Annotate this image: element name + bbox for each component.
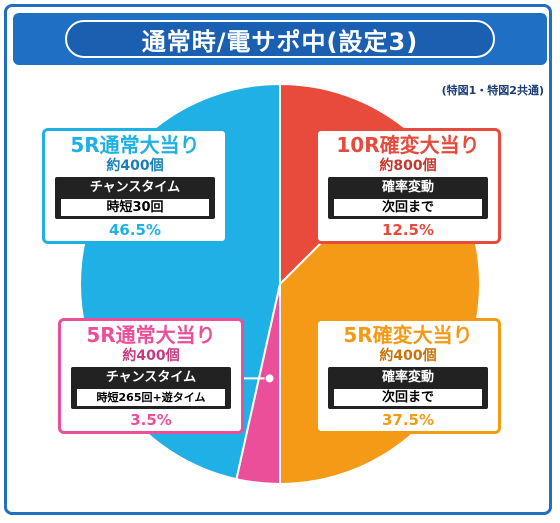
card-mode: チャンスタイム 時短30回 — [55, 177, 215, 219]
card-head: 5R通常大当り — [70, 133, 200, 157]
card-mode: チャンスタイム 時短265回+遊タイム — [71, 367, 231, 409]
card-5r-normal-30: 5R通常大当り 約400個 チャンスタイム 時短30回 46.5% — [42, 128, 228, 244]
card-sub: 約400個 — [106, 158, 164, 174]
card-mode-label: チャンスタイム — [89, 180, 181, 195]
card-mode-label: 確率変動 — [381, 370, 434, 385]
card-head: 10R確変大当り — [336, 133, 480, 157]
card-sub: 約400個 — [379, 348, 437, 364]
card-sub: 約400個 — [122, 348, 180, 364]
card-mode: 確率変動 次回まで — [328, 177, 488, 219]
card-percent: 12.5% — [381, 221, 435, 239]
title-bar: 通常時/電サポ中(設定3) — [13, 13, 547, 65]
card-5r-normal-265: 5R通常大当り 約400個 チャンスタイム 時短265回+遊タイム 3.5% — [58, 318, 244, 434]
card-mode-label: 確率変動 — [381, 180, 434, 195]
card-head: 5R通常大当り — [86, 323, 216, 347]
title-pill: 通常時/電サポ中(設定3) — [65, 20, 495, 58]
card-mode-label: チャンスタイム — [105, 370, 197, 385]
card-mode-detail: 時短30回 — [61, 199, 209, 216]
chart-title: 通常時/電サポ中(設定3) — [141, 27, 419, 56]
card-sub: 約800個 — [379, 158, 437, 174]
card-percent: 37.5% — [381, 411, 435, 429]
card-percent: 3.5% — [130, 411, 172, 429]
card-5r-kakuhen: 5R確変大当り 約400個 確率変動 次回まで 37.5% — [315, 318, 501, 434]
card-10r-kakuhen: 10R確変大当り 約800個 確率変動 次回まで 12.5% — [315, 128, 501, 244]
pink-slice-marker — [263, 372, 276, 385]
card-percent: 46.5% — [108, 221, 162, 239]
card-mode-detail: 次回まで — [334, 389, 482, 406]
card-mode-detail: 次回まで — [334, 199, 482, 216]
card-mode: 確率変動 次回まで — [328, 367, 488, 409]
chart-note: (特図1・特図2共通) — [441, 84, 544, 97]
card-head: 5R確変大当り — [343, 323, 473, 347]
card-mode-detail: 時短265回+遊タイム — [77, 389, 225, 406]
